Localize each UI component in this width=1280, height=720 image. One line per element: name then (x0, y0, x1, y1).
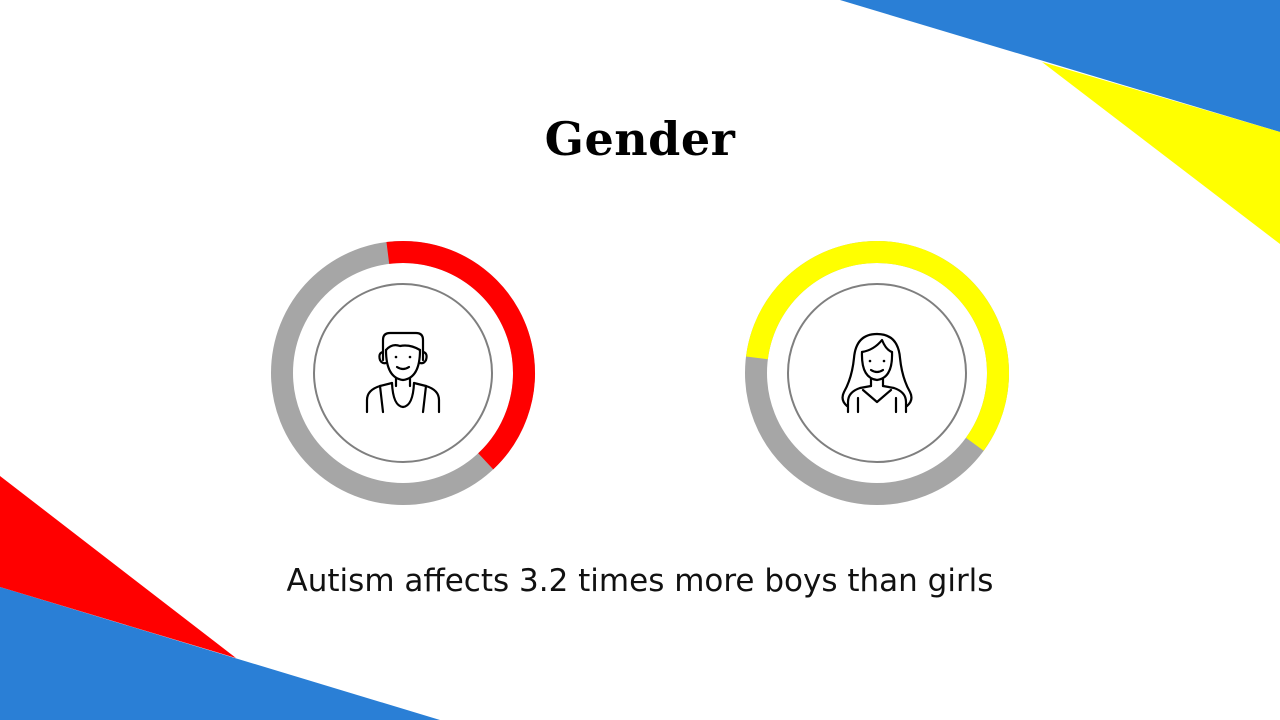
bottom-left-red-shape (0, 476, 236, 658)
inner-ring (313, 283, 493, 463)
male-gauge (271, 241, 535, 505)
slide-caption: Autism affects 3.2 times more boys than … (286, 563, 994, 599)
top-right-blue-shape (840, 0, 1280, 132)
top-right-yellow-shape (1042, 62, 1280, 244)
male-person-icon (365, 331, 441, 414)
female-gauge (745, 241, 1009, 505)
slide-title: Gender (544, 112, 736, 166)
gauge-progress-arc (271, 241, 535, 505)
female-person-icon (841, 332, 913, 414)
bottom-left-blue-shape (0, 587, 440, 720)
gauge-progress-arc (745, 241, 1009, 505)
